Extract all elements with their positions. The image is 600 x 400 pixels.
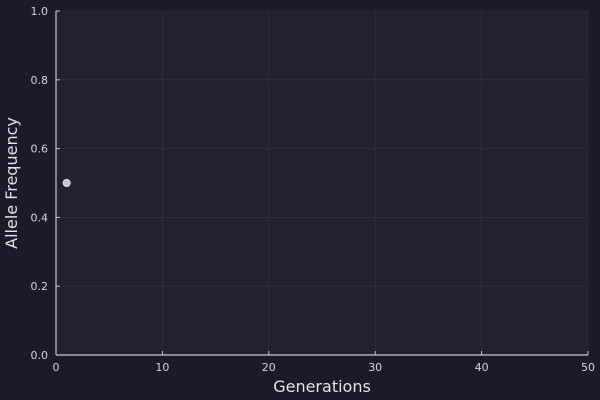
y-tick-label-4: 0.8 <box>31 74 49 87</box>
x-tick-label-0: 0 <box>53 361 60 374</box>
y-tick-label-2: 0.4 <box>31 211 49 224</box>
x-tick-label-2: 20 <box>262 361 276 374</box>
tick-labels: 0 10 20 30 40 50 0.0 0.2 0.4 0.6 0.8 1.0 <box>31 5 596 374</box>
x-tick-label-1: 10 <box>155 361 169 374</box>
y-axis-label: Allele Frequency <box>2 117 21 249</box>
y-tick-label-0: 0.0 <box>31 349 49 362</box>
y-tick-label-1: 0.2 <box>31 280 49 293</box>
x-tick-label-5: 50 <box>581 361 595 374</box>
x-tick-label-4: 40 <box>475 361 489 374</box>
grid-lines <box>55 10 589 356</box>
data-point-0-0 <box>62 178 71 187</box>
x-tick-label-3: 30 <box>368 361 382 374</box>
axes <box>55 10 589 356</box>
y-tick-label-5: 1.0 <box>31 5 49 18</box>
data-points <box>62 178 71 187</box>
plot-area <box>56 11 588 355</box>
x-axis-label: Generations <box>273 377 371 396</box>
y-tick-label-3: 0.6 <box>31 143 49 156</box>
